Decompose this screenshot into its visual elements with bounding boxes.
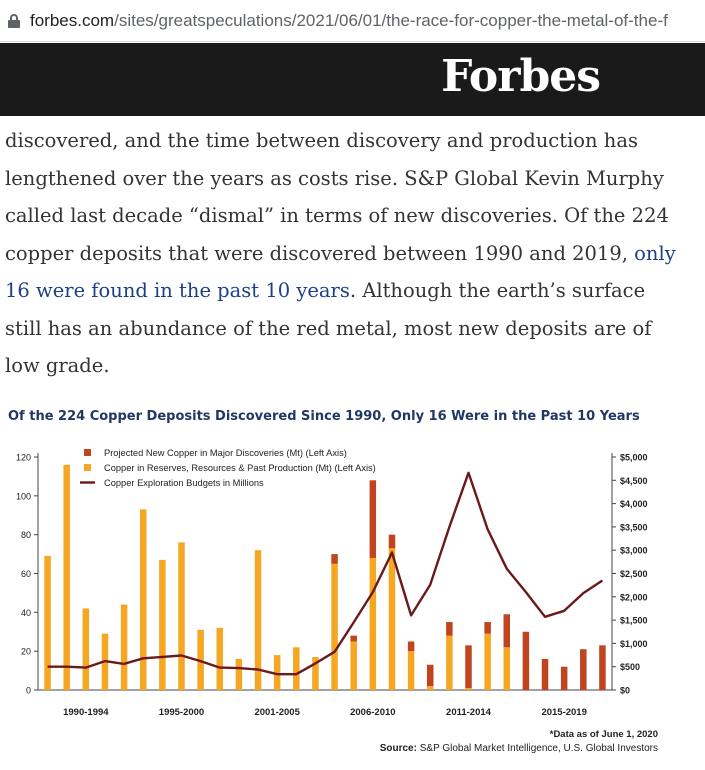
reserves-bar [254, 550, 262, 690]
right-tick-label: $500 [620, 662, 640, 672]
right-tick-label: $3,500 [620, 522, 648, 532]
right-tick-label: $1,500 [620, 616, 648, 626]
reserves-bar [312, 656, 319, 690]
x-tick-label: 1995-2000 [159, 707, 204, 718]
reserves-bar [407, 651, 415, 690]
projected-bar [522, 631, 530, 690]
x-tick-label: 1990-1994 [63, 707, 109, 718]
left-tick-label: 40 [21, 608, 31, 618]
left-tick-label: 120 [16, 453, 31, 463]
projected-bar [503, 614, 511, 648]
projected-bar [426, 664, 434, 687]
lock-icon [8, 13, 20, 28]
left-tick-label: 60 [21, 569, 31, 579]
reserves-bar [426, 686, 434, 690]
reserves-bar [44, 556, 51, 690]
right-tick-label: $4,500 [620, 476, 648, 486]
article-body: discovered, and the time between discove… [5, 122, 685, 385]
article-paragraph: discovered, and the time between discove… [5, 122, 685, 385]
x-tick-label: 2006-2010 [350, 707, 395, 718]
chart-svg: 0 20 40 60 80 100 120 $0 $500 $1,000 $1,500 $2,000 $… [16, 448, 648, 718]
reserves-bar [484, 633, 491, 690]
reserves-bar [331, 563, 338, 690]
left-tick-label: 100 [16, 491, 31, 501]
right-tick-label: $1,000 [620, 639, 648, 649]
site-header: Forbes [0, 43, 705, 116]
reserves-bar [465, 688, 472, 690]
projected-bar [560, 666, 568, 690]
copper-chart: Of the 224 Copper Deposits Discovered Si… [0, 405, 665, 770]
reserves-bar [120, 604, 128, 690]
forbes-logo[interactable]: Forbes [441, 51, 601, 102]
projected-bar [484, 622, 491, 634]
paragraph-text-end: . Although the earth’s surface still has… [5, 279, 652, 377]
url-text[interactable]: forbes.com/sites/greatspeculations/2021/… [30, 10, 668, 30]
legend-swatch [84, 449, 91, 456]
legend-swatch [84, 464, 91, 471]
reserves-bar [350, 641, 357, 690]
projected-bar [580, 649, 587, 690]
reserves-bar [293, 647, 300, 690]
legend-label: Copper in Reserves, Resources & Past Pro… [104, 463, 376, 473]
address-bar[interactable]: forbes.com/sites/greatspeculations/2021/… [0, 0, 705, 42]
projected-bar [350, 635, 357, 642]
x-tick-label: 2015-2019 [541, 707, 586, 718]
reserves-bar [178, 542, 185, 690]
reserves-bar [235, 658, 243, 690]
projected-bar [541, 658, 549, 690]
projected-bar [446, 622, 453, 636]
projected-bar [331, 554, 338, 564]
paragraph-text: discovered, and the time between discove… [5, 129, 669, 265]
projected-bar [599, 645, 606, 690]
legend-label: Projected New Copper in Major Discoverie… [104, 448, 347, 458]
right-tick-label: $3,000 [620, 546, 648, 556]
reserves-bar [503, 647, 511, 690]
right-tick-label: $2,500 [620, 569, 648, 579]
chart-title: Of the 224 Copper Deposits Discovered Si… [8, 409, 640, 424]
reserves-bar [388, 548, 396, 690]
right-tick-label: $4,000 [620, 499, 648, 509]
projected-bar [407, 641, 415, 652]
reserves-bar [273, 655, 281, 690]
right-tick-label: $5,000 [620, 453, 648, 463]
reserves-bar [82, 608, 90, 690]
right-tick-label: $2,000 [620, 592, 648, 602]
article-link[interactable]: only 16 were found in the past 10 years [5, 241, 676, 303]
left-tick-label: 20 [21, 647, 31, 657]
reserves-bar [63, 464, 70, 690]
projected-bar [369, 480, 377, 558]
reserves-bar [159, 559, 166, 690]
projected-bar [465, 645, 472, 689]
reserves-bar [139, 509, 147, 690]
legend-label: Copper Exploration Budgets in Millions [104, 478, 264, 488]
projected-bar [388, 534, 396, 549]
chart-footnote: *Data as of June 1, 2020 [549, 729, 658, 740]
right-tick-label: $0 [620, 686, 630, 696]
source-text: S&P Global Market Intelligence, U.S. Glo… [419, 743, 658, 754]
x-tick-label: 2001-2005 [254, 707, 300, 718]
left-tick-label: 80 [21, 530, 31, 540]
source-label: Source: [379, 743, 417, 754]
left-tick-label: 0 [26, 686, 31, 696]
budget-line [47, 471, 604, 676]
reserves-bar [369, 557, 377, 690]
reserves-bar [216, 627, 224, 690]
chart-source: Source: S&P Global Market Intelligence, … [380, 743, 658, 754]
reserves-bar [446, 635, 453, 690]
x-tick-label: 2011-2014 [446, 707, 492, 718]
